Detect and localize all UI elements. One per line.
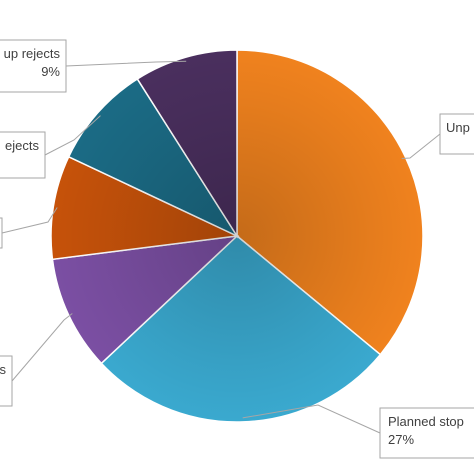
callout-box (379, 407, 474, 459)
leader-line (1, 207, 58, 234)
callout-box (0, 355, 13, 407)
slice-label: ejects (5, 138, 39, 153)
leader-line (401, 133, 441, 159)
callout-box (439, 113, 474, 155)
slice-labels: Unp Planned stop 27% s ejects up rejects 9% (0, 39, 474, 459)
leader-line (44, 115, 101, 156)
leader-line (242, 404, 381, 434)
pie-slices (50, 49, 424, 423)
leader-line (11, 313, 73, 382)
slice-value-label: 27% (388, 432, 414, 447)
slice-label: Planned stop (388, 414, 464, 429)
callout-box (0, 217, 3, 249)
callout-box (0, 39, 67, 93)
slice-label: up rejects (4, 46, 61, 61)
leader-line (65, 60, 187, 67)
slice-label: s (0, 362, 7, 377)
slice-label: Unp (446, 120, 470, 135)
callout-box (0, 131, 46, 179)
slice-value-label: 9% (41, 64, 60, 79)
